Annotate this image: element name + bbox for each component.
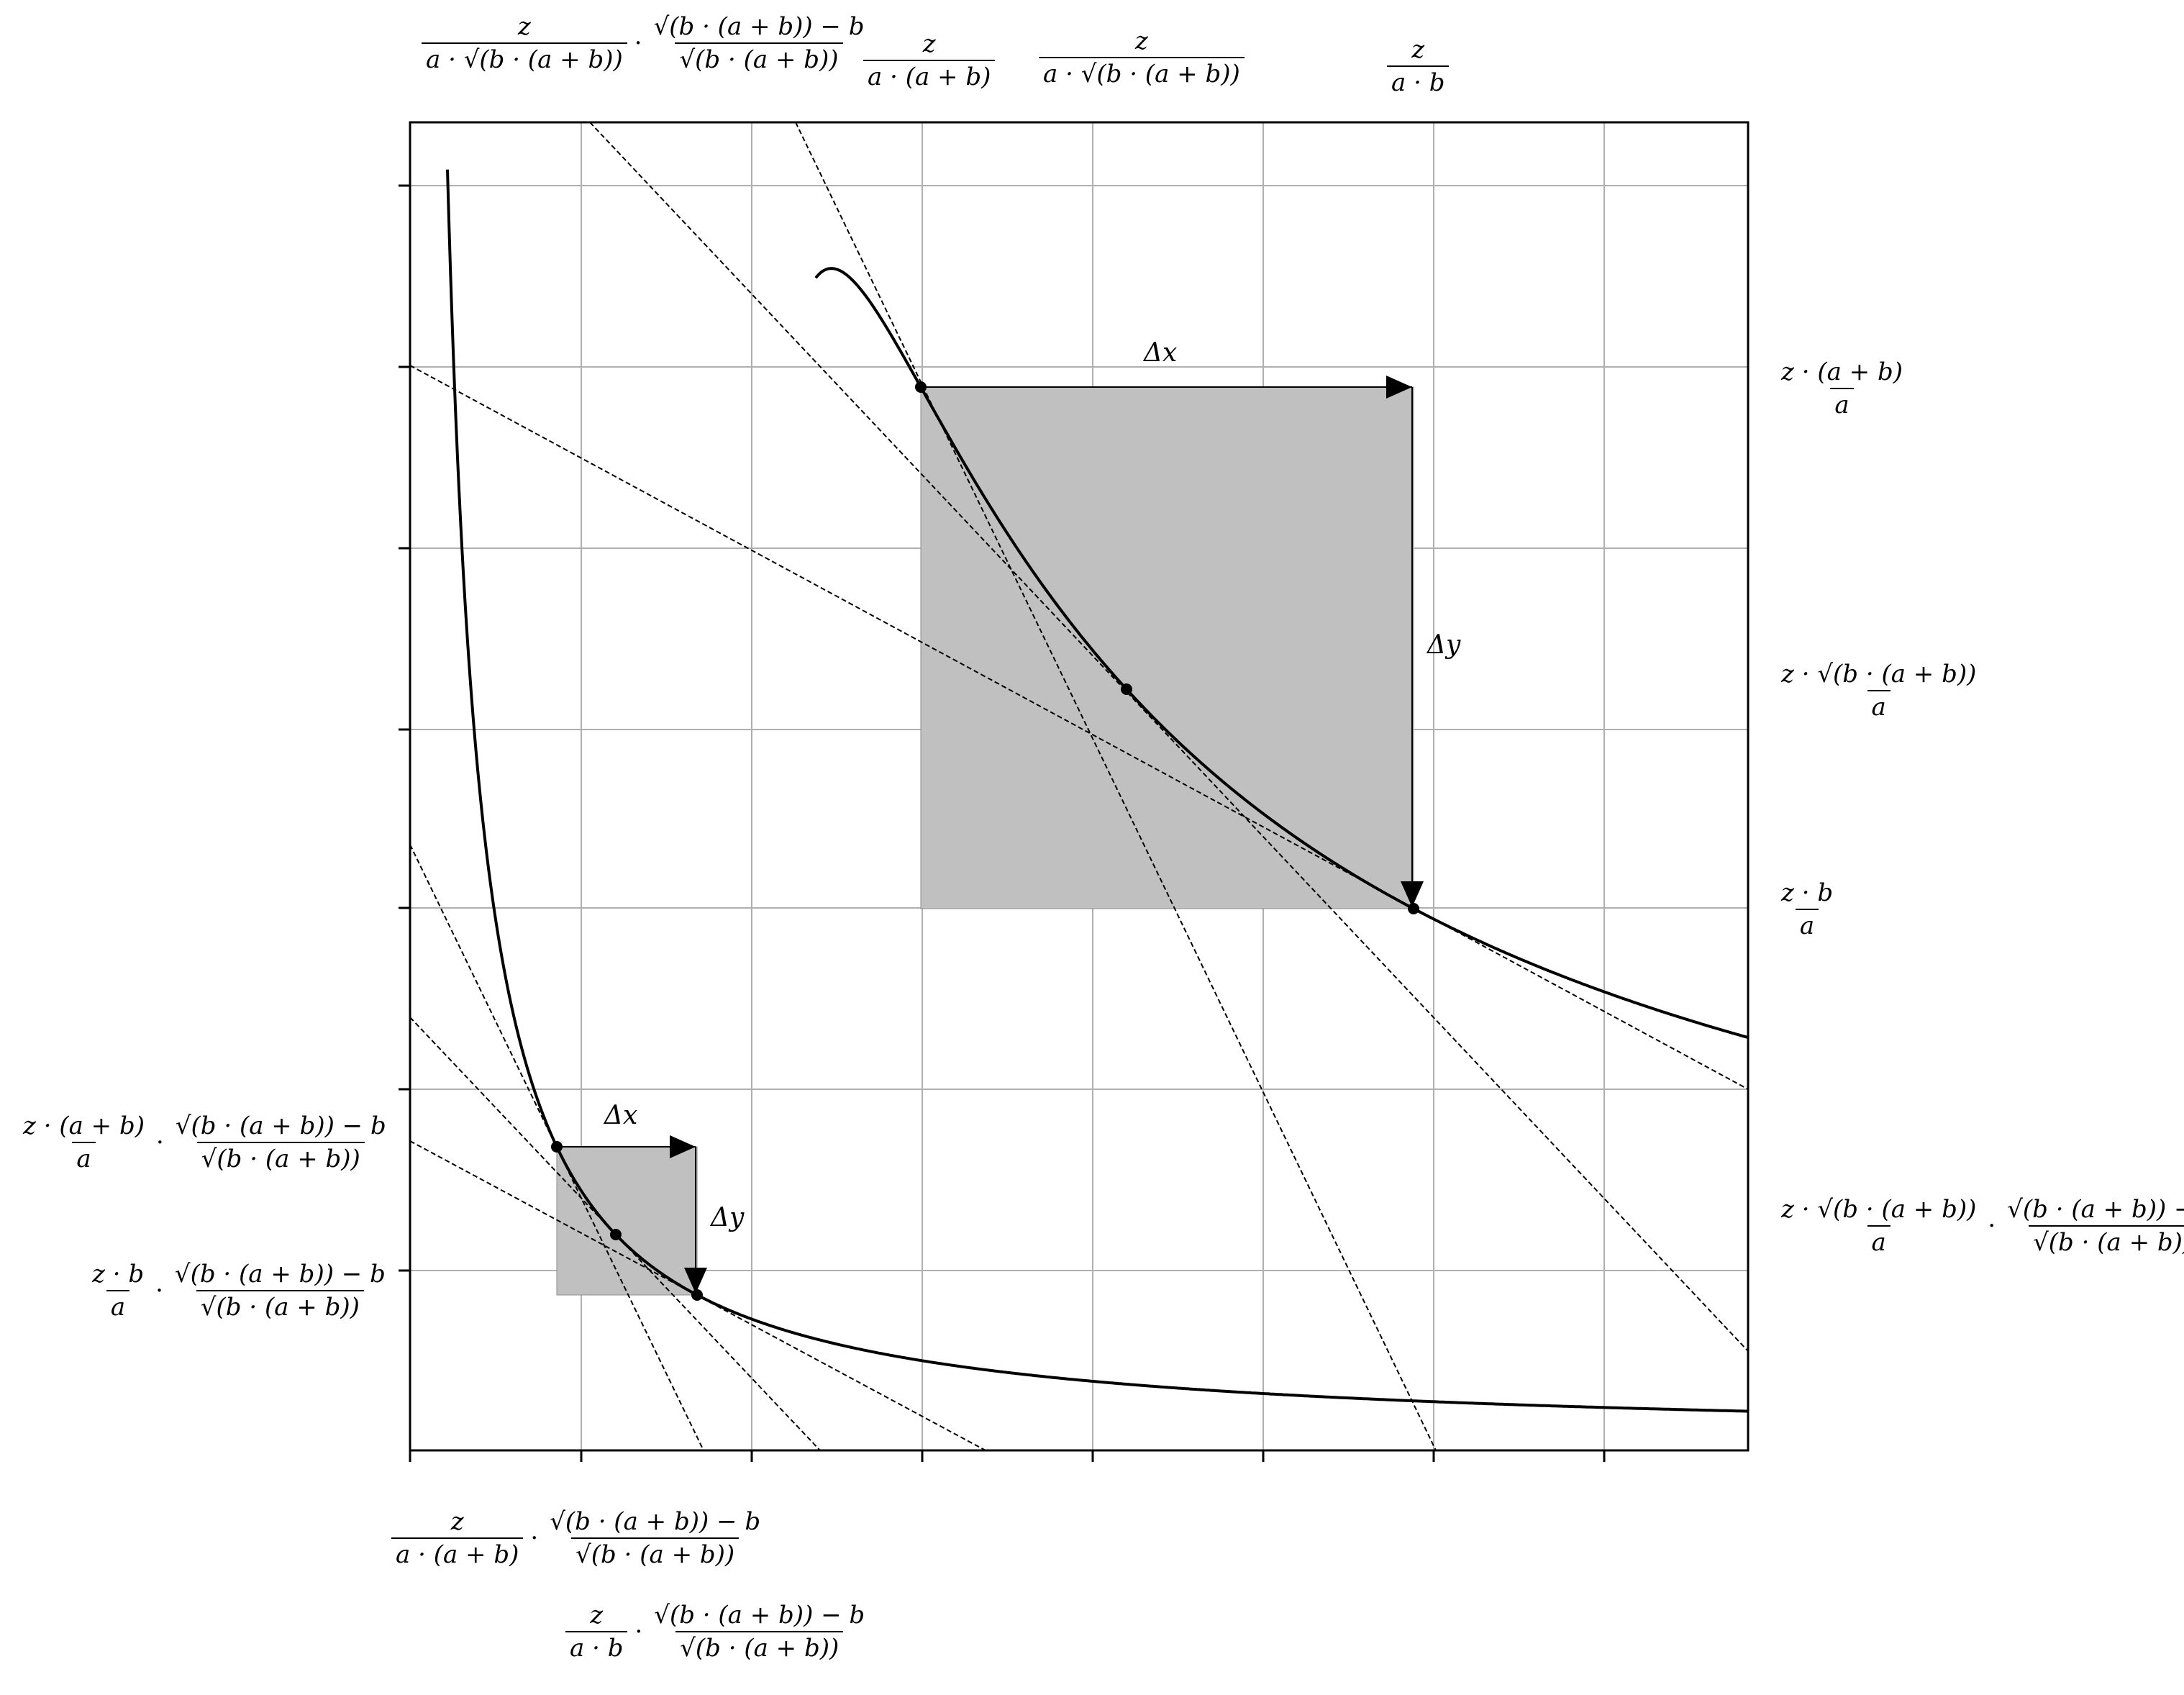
tangent-line-1 xyxy=(795,122,1437,1451)
curve-point-2 xyxy=(1121,683,1132,695)
curve-point-6 xyxy=(691,1289,703,1301)
curve-lower xyxy=(446,169,1749,1413)
delta-y-lower-arrow-head xyxy=(684,1268,707,1294)
curve-point-1 xyxy=(915,381,927,393)
curve-points xyxy=(551,381,1419,1301)
right-label-4: z · √(b · (a + b))a · √(b · (a + b)) − b… xyxy=(1774,1197,2184,1255)
curves xyxy=(446,169,1749,1413)
delta-arrows xyxy=(557,376,1424,1294)
delta-y-upper-arrow-head xyxy=(1401,881,1424,907)
curve-upper xyxy=(814,267,1749,1040)
curve-point-5 xyxy=(610,1229,622,1240)
delta-y-lower: Δy xyxy=(711,1203,745,1232)
delta-x-upper-arrow-head xyxy=(1386,376,1412,399)
tangent-line-3 xyxy=(409,365,1749,1090)
plot-frame xyxy=(409,121,1750,1452)
axis-ticks xyxy=(399,184,1606,1462)
delta-x-lower-arrow-head xyxy=(670,1135,696,1158)
shaded-regions xyxy=(556,386,1414,1296)
right-label-2: z · √(b · (a + b)) a xyxy=(1781,660,1977,722)
tangent-line-5 xyxy=(409,1017,821,1451)
delta-y-upper: Δy xyxy=(1427,630,1461,660)
curve-point-4 xyxy=(551,1141,563,1153)
shaded-region-lower xyxy=(556,1146,698,1296)
curve-point-3 xyxy=(1408,903,1419,914)
tangent-line-2 xyxy=(589,122,1749,1352)
shaded-region-upper xyxy=(920,386,1414,909)
left-label-1: z · (a + b) a · √(b · (a + b)) − b √(b · (… xyxy=(23,1112,386,1173)
right-label-1: z · (a + b) a xyxy=(1781,358,1903,419)
delta-x-lower: Δx xyxy=(604,1101,638,1130)
delta-x-upper: Δx xyxy=(1144,338,1178,368)
